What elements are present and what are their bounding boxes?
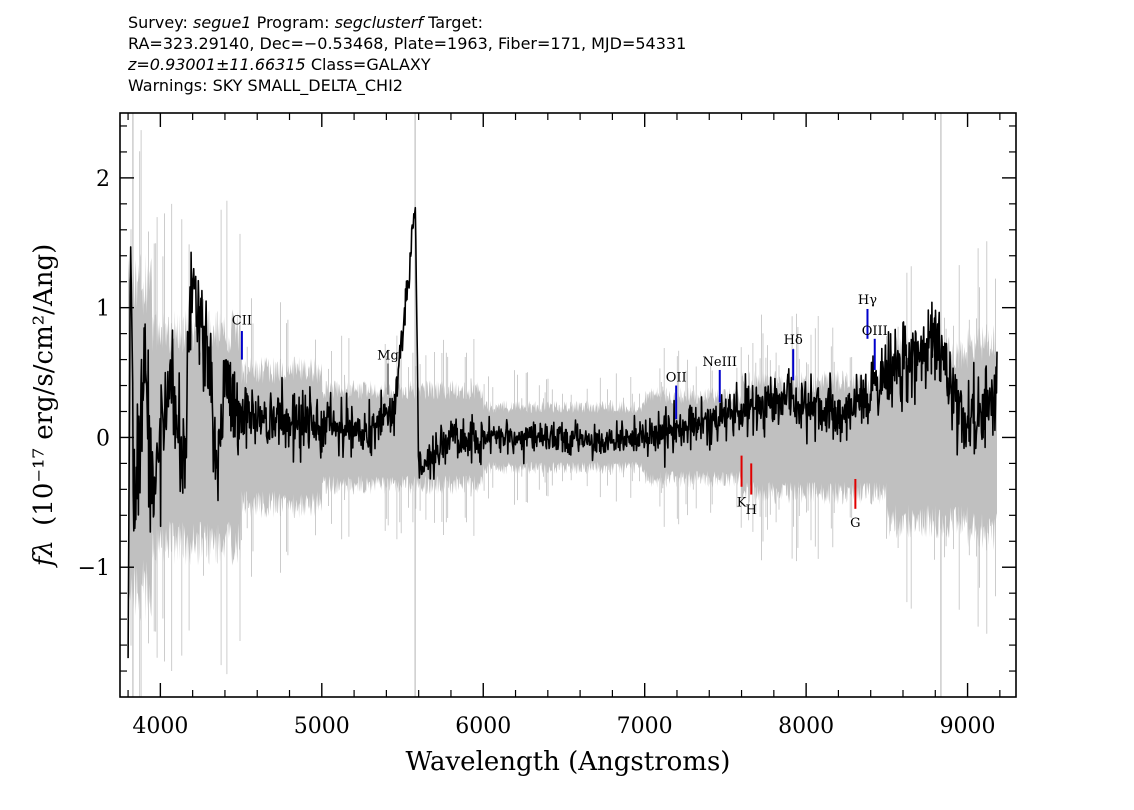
- spectral-line-neiii: NeIII: [703, 355, 737, 403]
- x-tick-label: 7000: [617, 714, 673, 739]
- x-tick-label: 6000: [455, 714, 511, 739]
- spectral-line-oii: OII: [666, 371, 687, 420]
- plot-area: [127, 113, 998, 697]
- target-label: Target:: [428, 13, 483, 32]
- header-line-redshift: z=0.93001±11.66315 Class=GALAXY: [128, 54, 686, 75]
- y-tick-label: 1: [96, 297, 110, 322]
- spectral-line-label: OIII: [862, 324, 888, 339]
- y-tick-label: −1: [78, 556, 110, 581]
- plot-frame: [119, 112, 1017, 698]
- x-axis-ticks: 4000 5000 6000 7000 8000 9000: [127, 113, 1001, 739]
- survey-label: Survey:: [128, 13, 188, 32]
- y-axis-ticks: −1 0 1 2: [78, 125, 1016, 672]
- spectrum-header: Survey: segue1 Program: segclusterf Targ…: [128, 12, 686, 96]
- x-axis-title: Wavelength (Angstroms): [406, 747, 731, 777]
- x-tick-label: 8000: [778, 714, 834, 739]
- redshift-value: z=0.93001±11.66315: [128, 55, 306, 74]
- y-axis-title-group: fλ (10⁻¹⁷ erg/s/cm²/Ang): [29, 244, 59, 568]
- spectral-line-label: CII: [232, 314, 252, 329]
- flux-series-line: [127, 206, 998, 659]
- y-tick-label: 2: [96, 167, 110, 192]
- header-line-coords: RA=323.29140, Dec=−0.53468, Plate=1963, …: [128, 34, 687, 53]
- spectral-line-cii: CII: [232, 314, 252, 360]
- spectral-line-label: H: [746, 503, 757, 518]
- spectral-line-markers: CII Mg OII NeIII Hδ Hγ OIII KH G: [232, 293, 888, 531]
- spectral-line-k: K: [737, 455, 747, 510]
- spectral-line-h: H: [746, 463, 757, 518]
- class-value: Class=GALAXY: [310, 55, 431, 74]
- header-line-warnings: Warnings: SKY SMALL_DELTA_CHI2: [128, 76, 403, 95]
- x-tick-label: 4000: [132, 714, 188, 739]
- spectral-line-label: K: [737, 495, 747, 510]
- spectral-line-label: Hγ: [858, 293, 877, 308]
- y-axis-units: (10⁻¹⁷ erg/s/cm²/Ang): [29, 244, 59, 526]
- x-tick-label: 5000: [294, 714, 350, 739]
- y-axis-title: fλ (10⁻¹⁷ erg/s/cm²/Ang): [29, 244, 59, 568]
- spectral-line-hγ: Hγ: [858, 293, 877, 339]
- spectral-line-g: G: [850, 478, 861, 531]
- header-line-survey: Survey: segue1 Program: segclusterf Targ…: [128, 12, 686, 33]
- spectral-line-mg: Mg: [377, 349, 399, 395]
- spectral-line-label: G: [850, 516, 860, 531]
- program-label: Program:: [256, 13, 330, 32]
- y-axis-symbol: fλ: [29, 540, 59, 568]
- x-tick-label: 9000: [940, 714, 996, 739]
- spectral-line-label: Hδ: [784, 333, 803, 348]
- spectral-line-label: NeIII: [703, 355, 737, 370]
- spectral-line-label: OII: [666, 371, 687, 386]
- survey-value: segue1: [192, 13, 252, 32]
- spectral-line-oiii: OIII: [862, 324, 888, 370]
- program-value: segclusterf: [334, 13, 423, 32]
- spectral-line-label: Mg: [377, 349, 399, 364]
- y-tick-label: 0: [96, 426, 110, 451]
- spectral-line-hδ: Hδ: [784, 333, 803, 381]
